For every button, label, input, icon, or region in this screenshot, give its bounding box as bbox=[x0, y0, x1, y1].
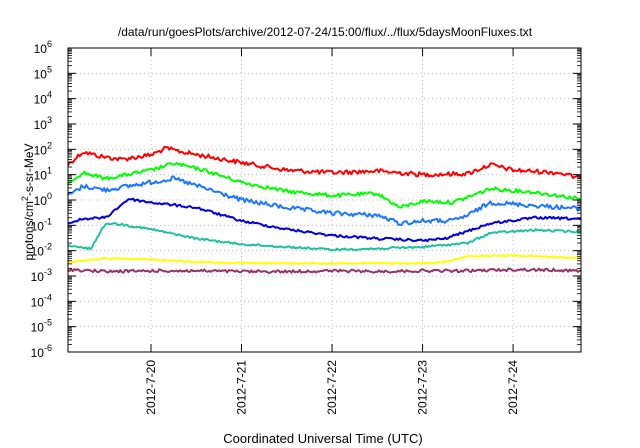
y-tick-base: 10 bbox=[31, 245, 45, 259]
y-tick-label: 10-5 bbox=[31, 318, 52, 335]
y-tick-base: 10 bbox=[34, 143, 48, 157]
y-tick-exponent: 5 bbox=[47, 64, 52, 74]
y-tick-base: 10 bbox=[34, 67, 48, 81]
y-tick-label: 10-6 bbox=[31, 343, 52, 360]
y-tick-base: 10 bbox=[31, 219, 45, 233]
y-tick-exponent: -3 bbox=[44, 267, 52, 277]
x-tick-label: 2012-7-24 bbox=[506, 360, 520, 415]
y-tick-exponent: 6 bbox=[47, 39, 52, 49]
y-tick-label: 103 bbox=[34, 115, 52, 132]
y-tick-label: 101 bbox=[34, 166, 52, 183]
series-lines bbox=[67, 145, 582, 274]
y-tick-label: 10-3 bbox=[31, 267, 52, 284]
y-tick-base: 10 bbox=[34, 118, 48, 132]
y-axis-label-units: -s-sr-MeV bbox=[22, 143, 36, 196]
y-tick-base: 10 bbox=[34, 169, 48, 183]
series-line-6 bbox=[67, 253, 582, 266]
x-tick-label: 2012-7-22 bbox=[325, 360, 339, 415]
x-tick-label: 2012-7-20 bbox=[144, 360, 158, 415]
y-tick-exponent: 1 bbox=[47, 166, 52, 176]
x-tick-label: 2012-7-23 bbox=[416, 360, 430, 415]
chart-title: /data/run/goesPlots/archive/2012-07-24/1… bbox=[118, 25, 533, 39]
y-tick-base: 10 bbox=[31, 295, 45, 309]
y-tick-base: 10 bbox=[31, 270, 45, 284]
series-line-3 bbox=[67, 175, 582, 226]
y-tick-exponent: -5 bbox=[44, 318, 52, 328]
y-tick-label: 104 bbox=[34, 90, 52, 107]
y-tick-exponent: 3 bbox=[47, 115, 52, 125]
axes bbox=[67, 47, 582, 353]
series-line-5 bbox=[67, 222, 582, 252]
y-tick-exponent: 0 bbox=[47, 191, 52, 201]
y-tick-label: 105 bbox=[34, 64, 52, 81]
y-tick-exponent: -1 bbox=[44, 216, 52, 226]
x-tick-labels: 2012-7-20 2012-7-21 2012-7-22 2012-7-23 2012… bbox=[144, 360, 520, 415]
y-tick-label: 106 bbox=[34, 39, 52, 56]
y-tick-exponent: -2 bbox=[44, 242, 52, 252]
y-tick-labels: 10-610-510-410-310-210-11001011021031041… bbox=[31, 39, 52, 360]
y-tick-label: 10-4 bbox=[31, 292, 52, 309]
y-tick-exponent: 4 bbox=[47, 90, 52, 100]
grid-lines bbox=[68, 48, 581, 352]
x-axis-label: Coordinated Universal Time (UTC) bbox=[223, 431, 422, 446]
y-axis-label: protons/cm2-s-sr-MeV bbox=[20, 143, 36, 260]
series-line-1 bbox=[67, 145, 582, 180]
y-axis-label-main: protons/cm bbox=[22, 201, 36, 260]
series-line-2 bbox=[67, 162, 582, 209]
y-tick-base: 10 bbox=[34, 194, 48, 208]
series-line-7 bbox=[67, 267, 582, 274]
y-tick-exponent: -6 bbox=[44, 343, 52, 353]
y-tick-exponent: -4 bbox=[44, 292, 52, 302]
y-tick-label: 10-1 bbox=[31, 216, 52, 233]
y-tick-base: 10 bbox=[34, 42, 48, 56]
y-tick-label: 100 bbox=[34, 191, 52, 208]
y-axis-label-superscript: 2 bbox=[20, 196, 30, 201]
y-tick-label: 102 bbox=[34, 140, 52, 157]
series-line-4 bbox=[67, 197, 582, 243]
y-tick-base: 10 bbox=[31, 321, 45, 335]
x-tick-label: 2012-7-21 bbox=[235, 360, 249, 415]
y-tick-base: 10 bbox=[31, 346, 45, 360]
plot-frame bbox=[67, 47, 582, 353]
y-tick-label: 10-2 bbox=[31, 242, 52, 259]
y-tick-base: 10 bbox=[34, 93, 48, 107]
y-tick-exponent: 2 bbox=[47, 140, 52, 150]
